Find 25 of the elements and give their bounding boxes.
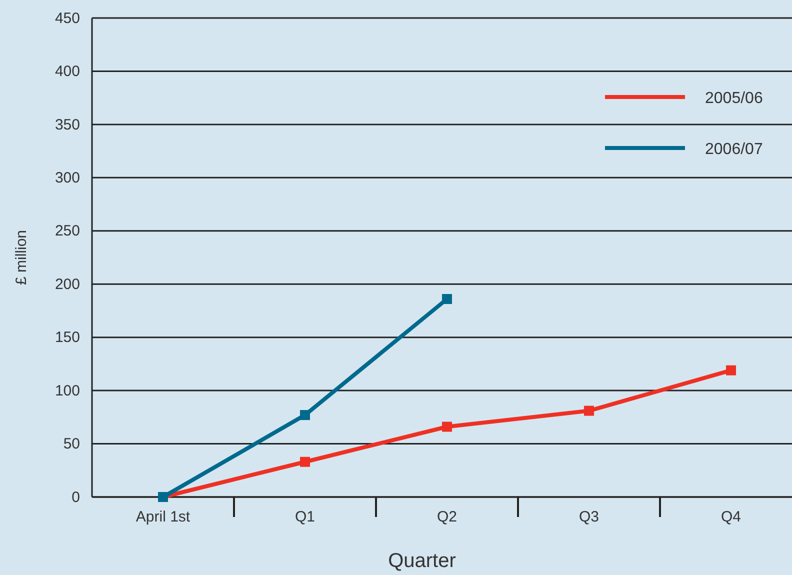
y-tick-label: 300 — [54, 169, 80, 186]
point — [300, 456, 310, 467]
y-axis-title: £ million — [13, 230, 30, 286]
y-tick-label: 250 — [54, 222, 80, 240]
legend-label: 2005/06 — [705, 90, 763, 107]
x-axis-title: Quarter — [388, 550, 456, 572]
y-tick-label: 200 — [54, 276, 80, 293]
legend-label: 2006/07 — [705, 141, 763, 158]
y-tick-label: 0 — [72, 488, 80, 506]
y-tick-label: 450 — [54, 10, 80, 27]
y-tick-label: 150 — [54, 329, 80, 346]
point — [726, 365, 736, 376]
y-tick-label: 50 — [63, 436, 80, 453]
point — [442, 294, 452, 304]
x-tick-label: April 1st — [136, 508, 191, 526]
y-tick-label: 400 — [54, 63, 80, 80]
point — [584, 406, 594, 416]
point — [442, 422, 452, 432]
x-tick-label: Q2 — [436, 508, 458, 526]
point — [300, 410, 310, 420]
x-tick-label: Q1 — [294, 508, 316, 526]
y-tick-label: 100 — [54, 382, 80, 400]
x-tick-label: Q4 — [720, 508, 742, 526]
x-tick-label: Q3 — [578, 508, 600, 526]
y-tick-label: 350 — [54, 116, 80, 134]
